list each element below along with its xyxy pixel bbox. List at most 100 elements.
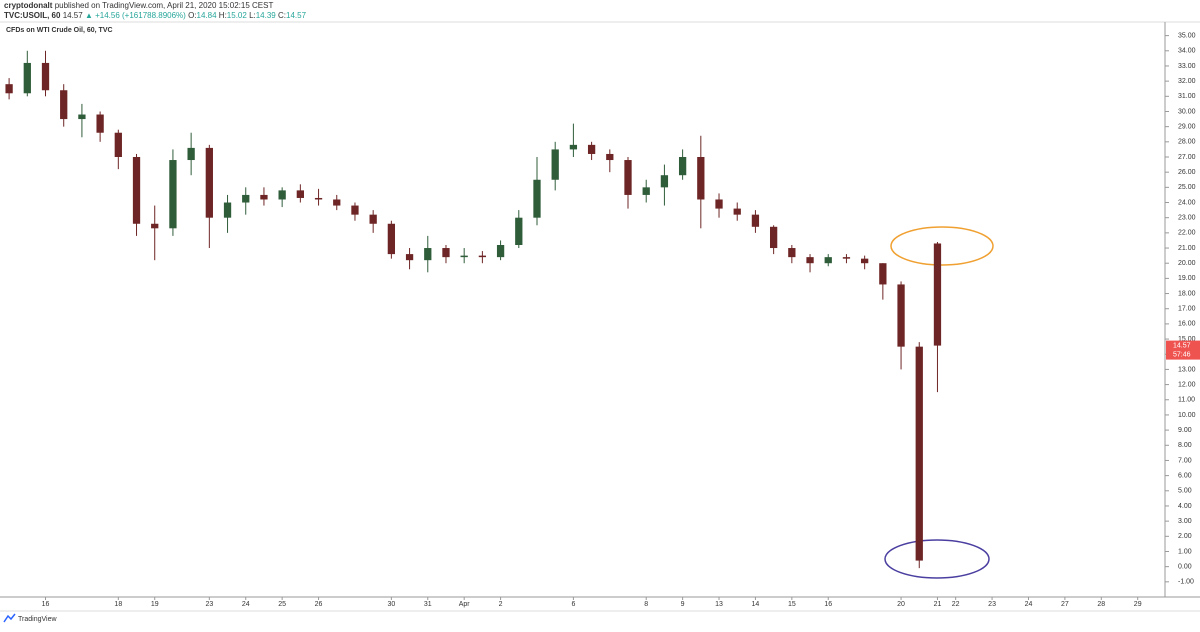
candle-body <box>424 248 432 261</box>
y-tick-label: 33.00 <box>1178 63 1196 70</box>
price-tag-label: 14.57 <box>1173 342 1191 349</box>
x-tick-label: 15 <box>788 601 796 608</box>
candle-body <box>842 257 851 259</box>
x-tick-label: 13 <box>715 601 723 608</box>
x-tick-label: 24 <box>1025 601 1033 608</box>
x-tick-label: 9 <box>681 601 685 608</box>
candle-body <box>405 254 414 261</box>
x-tick-label: 20 <box>897 601 905 608</box>
y-tick-label: 18.00 <box>1178 290 1196 297</box>
y-tick-label: 24.00 <box>1178 199 1196 206</box>
highlight-ellipse <box>884 539 990 579</box>
y-tick-label: 6.00 <box>1178 472 1192 479</box>
candle-body <box>897 284 905 347</box>
header-line: cryptodonalt published on TradingView.co… <box>4 1 273 10</box>
y-tick-label: 17.00 <box>1178 306 1196 313</box>
h-value: 15.02 <box>227 11 248 20</box>
y-tick-label: 30.00 <box>1178 108 1196 115</box>
y-tick-label: 16.00 <box>1178 321 1196 328</box>
y-tick-label: 20.00 <box>1178 260 1196 267</box>
candle-body <box>260 194 268 200</box>
candle-body <box>351 205 359 215</box>
y-tick-label: 22.00 <box>1178 230 1196 237</box>
y-tick-label: 31.00 <box>1178 93 1196 100</box>
candle-body <box>369 214 377 224</box>
candle-body <box>496 245 505 258</box>
candle-body <box>697 157 705 200</box>
candle-body <box>861 258 869 264</box>
y-tick-label: 34.00 <box>1178 48 1196 55</box>
x-tick-label: 16 <box>824 601 832 608</box>
candle-body <box>132 157 141 224</box>
y-tick-label: 11.00 <box>1178 397 1195 404</box>
y-tick-label: 2.00 <box>1178 533 1192 540</box>
change: ▲ +14.56 (+161788.8906%) <box>85 11 186 20</box>
candle-body <box>478 255 487 258</box>
candle-body <box>460 255 468 258</box>
y-tick-label: 28.00 <box>1178 139 1196 146</box>
candle-body <box>151 223 159 229</box>
x-tick-label: 27 <box>1061 601 1069 608</box>
symbol: TVC:USOIL, 60 <box>4 11 61 20</box>
y-tick-label: 0.00 <box>1178 563 1192 570</box>
x-tick-label: 30 <box>387 601 395 608</box>
candle-body <box>387 223 396 255</box>
footer-brand: TradingView <box>18 616 57 623</box>
x-tick-label: 23 <box>205 601 213 608</box>
y-tick-label: 15.00 <box>1178 336 1196 343</box>
candle-body <box>114 132 122 157</box>
y-tick-label: 5.00 <box>1178 488 1192 495</box>
symbol-line: TVC:USOIL, 60 14.57 ▲ +14.56 (+161788.89… <box>4 11 307 20</box>
candle-body <box>933 243 942 346</box>
x-tick-label: 23 <box>988 601 996 608</box>
price-tag <box>1166 340 1200 360</box>
l-label: L: <box>249 11 256 20</box>
candle-body <box>78 114 86 120</box>
candle-body <box>278 190 286 200</box>
y-tick-label: 4.00 <box>1178 503 1192 510</box>
l-value: 14.39 <box>256 11 277 20</box>
candle-body <box>187 147 195 161</box>
x-tick-label: 24 <box>242 601 250 608</box>
y-tick-label: 3.00 <box>1178 518 1192 525</box>
y-tick-label: 23.00 <box>1178 215 1196 222</box>
y-tick-label: 7.00 <box>1178 457 1192 464</box>
logo-icon <box>3 613 16 623</box>
candle-body <box>60 90 68 120</box>
c-value: 14.57 <box>286 11 307 20</box>
y-tick-label: 9.00 <box>1178 427 1192 434</box>
candle-body <box>751 214 760 227</box>
candle-body <box>296 190 304 198</box>
candle-body <box>41 62 50 91</box>
price-tag-countdown: 57:46 <box>1173 351 1191 358</box>
candle-body <box>624 160 632 195</box>
x-tick-label: 2 <box>499 601 503 608</box>
candle-body <box>515 217 523 245</box>
o-value: 14.84 <box>197 11 218 20</box>
y-tick-label: 19.00 <box>1178 275 1196 282</box>
x-tick-label: 18 <box>114 601 122 608</box>
candle-body <box>769 226 778 249</box>
published: published on TradingView.com, April 21, … <box>55 1 274 10</box>
candle-body <box>660 175 669 188</box>
x-tick-label: 28 <box>1097 601 1105 608</box>
y-tick-label: 26.00 <box>1178 169 1196 176</box>
y-tick-label: 10.00 <box>1178 412 1196 419</box>
candle-body <box>788 248 796 258</box>
last: 14.57 <box>63 11 84 20</box>
candle-body <box>333 199 341 206</box>
author: cryptodonalt <box>4 1 53 10</box>
candle-body <box>642 187 650 195</box>
candle-body <box>314 197 323 200</box>
candle-body <box>915 346 923 561</box>
x-tick-label: 29 <box>1134 601 1142 608</box>
c-label: C: <box>278 11 286 20</box>
candle-body <box>678 157 687 176</box>
candle-body <box>533 179 541 218</box>
y-tick-label: 25.00 <box>1178 184 1196 191</box>
y-tick-label: 27.00 <box>1178 154 1196 161</box>
o-label: O: <box>188 11 196 20</box>
logo <box>3 613 16 623</box>
candle-body <box>806 257 814 264</box>
